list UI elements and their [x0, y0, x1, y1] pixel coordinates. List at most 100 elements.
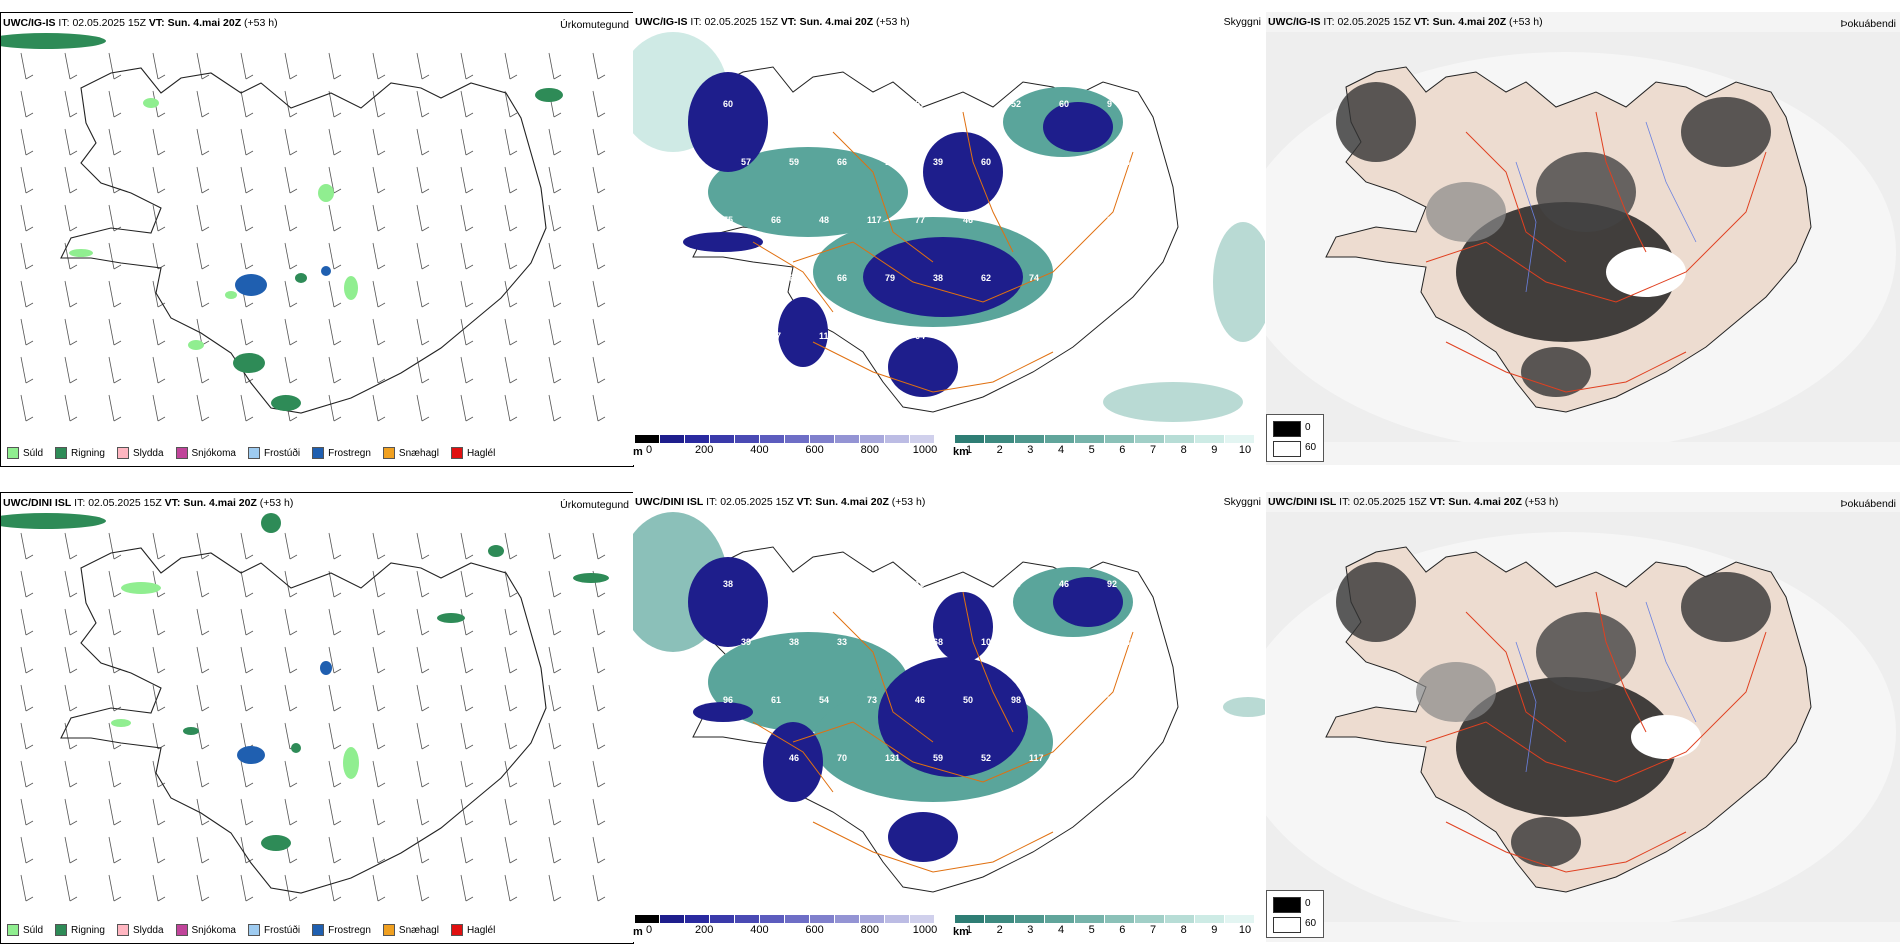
- wind-barb: [20, 836, 27, 864]
- cloud-value-label: 38: [1077, 157, 1087, 167]
- wind-barb: [196, 760, 203, 788]
- wind-barb-flag: [465, 554, 474, 560]
- wind-barb-flag: [201, 188, 210, 194]
- vis-colorbar-swatch: [1045, 435, 1075, 443]
- wind-barb-flag: [157, 112, 166, 118]
- wind-barb-flag: [201, 782, 210, 788]
- wind-barb: [152, 242, 159, 270]
- visibility-colorbar-unit: km: [953, 926, 969, 938]
- cloud-value-label: 55: [741, 389, 751, 399]
- precip-legend-swatch: [382, 447, 395, 459]
- wind-barb: [328, 684, 335, 712]
- wind-barb-flag: [465, 896, 474, 902]
- wind-barb-flag: [465, 112, 474, 118]
- wind-barb-flag: [465, 630, 474, 636]
- wind-barb: [284, 760, 291, 788]
- precip-map: [1, 33, 606, 422]
- wind-barb-flag: [553, 554, 562, 560]
- fog-shading: [1336, 82, 1771, 397]
- cloud-value-label: 38: [723, 579, 733, 589]
- wind-barb: [196, 90, 203, 118]
- cloud-value-label: 38: [933, 273, 943, 283]
- wind-barb: [196, 356, 203, 384]
- cloud-value-label: 94: [723, 811, 733, 821]
- wind-barb: [240, 836, 247, 864]
- wind-barb: [64, 608, 71, 636]
- wind-barb-flag: [333, 896, 342, 902]
- cloud-base-map: 38 44 45 44 10 63 60 46 92 39 38 33 80 68 10 392 122 43 96…: [633, 512, 1265, 893]
- precip-legend-label: Slydda: [132, 924, 164, 936]
- wind-barb-flag: [421, 416, 430, 422]
- wind-barb: [108, 242, 115, 270]
- wind-barb-flag: [421, 668, 430, 674]
- wind-barb: [460, 90, 467, 118]
- wind-barb: [152, 394, 159, 422]
- wind-barb-flag: [113, 744, 122, 750]
- cloud-value-label: 62: [981, 273, 991, 283]
- wind-barb-flag: [333, 188, 342, 194]
- wind-barb-flag: [25, 264, 34, 270]
- wind-barb-flag: [333, 668, 342, 674]
- wind-barb: [196, 166, 203, 194]
- wind-barb-flag: [201, 112, 210, 118]
- precip-legend-label: Haglél: [466, 447, 496, 459]
- wind-barb-flag: [113, 302, 122, 308]
- wind-barb-flag: [421, 630, 430, 636]
- wind-barb-flag: [201, 630, 210, 636]
- cloud-value-label: 9: [1107, 99, 1112, 109]
- wind-barb-flag: [553, 896, 562, 902]
- wind-barb-flag: [421, 782, 430, 788]
- cloud-value-label: 66: [837, 273, 847, 283]
- wind-barb-flag: [201, 820, 210, 826]
- vis-colorbar-tick: 7: [1149, 444, 1157, 456]
- wind-barb: [284, 532, 291, 560]
- wind-barb: [152, 874, 159, 902]
- wind-barb-flag: [201, 302, 210, 308]
- wind-barb: [592, 608, 599, 636]
- wind-barb-flag: [289, 592, 298, 598]
- wind-barb: [416, 570, 423, 598]
- wind-barb: [548, 356, 555, 384]
- wind-barb: [328, 356, 335, 384]
- wind-barb-flag: [245, 820, 254, 826]
- precip-legend-item: Frostregn: [312, 447, 371, 459]
- wind-barb-flag: [509, 188, 518, 194]
- wind-barb-flag: [333, 820, 342, 826]
- wind-barb-flag: [69, 378, 78, 384]
- wind-barb-flag: [377, 188, 386, 194]
- fog-index-map: [1266, 32, 1900, 442]
- wind-barb: [592, 128, 599, 156]
- wind-barb: [460, 356, 467, 384]
- wind-barb-flag: [553, 264, 562, 270]
- wind-barb-flag: [157, 668, 166, 674]
- cloud-value-label: 63: [1077, 273, 1087, 283]
- wind-barb: [108, 90, 115, 118]
- cloud-value-label: 80: [885, 637, 895, 647]
- precip-legend-swatch: [7, 447, 19, 459]
- wind-barb: [592, 874, 599, 902]
- wind-barb: [108, 166, 115, 194]
- visibility-colorbar-swatches: [955, 915, 1255, 923]
- wind-barb: [504, 722, 511, 750]
- wind-barb-flag: [25, 150, 34, 156]
- cloud-value-label: 97: [771, 331, 781, 341]
- wind-barb: [328, 318, 335, 346]
- wind-barb: [240, 722, 247, 750]
- wind-barb-flag: [465, 74, 474, 80]
- precip-legend-swatch: [247, 447, 260, 459]
- height-colorbar-tick: 1000: [912, 444, 938, 456]
- precip-legend-swatch: [7, 924, 19, 936]
- wind-barb-flag: [377, 226, 386, 232]
- cloud-areas: [683, 72, 1123, 397]
- wind-barb: [284, 242, 291, 270]
- wind-barb-flag: [201, 378, 210, 384]
- wind-barb: [64, 532, 71, 560]
- wind-barb-flag: [333, 150, 342, 156]
- height-colorbar-swatch: [760, 915, 785, 923]
- wind-barb: [196, 874, 203, 902]
- fog-legend-label-1: 60: [1305, 442, 1317, 453]
- wind-barb-flag: [69, 264, 78, 270]
- wind-barb: [328, 608, 335, 636]
- wind-barb-flag: [157, 706, 166, 712]
- wind-barb: [108, 760, 115, 788]
